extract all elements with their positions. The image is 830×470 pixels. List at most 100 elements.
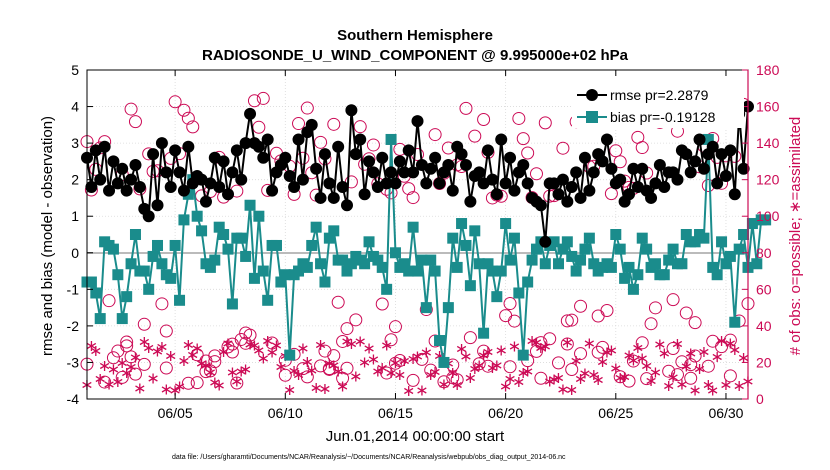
- y-left-tick-label: 4: [71, 99, 79, 115]
- obs-assimilated-marker: ∗: [459, 346, 472, 365]
- obs-assimilated-marker: ∗: [719, 375, 732, 394]
- rmse-point: [711, 177, 724, 190]
- obs-possible-marker: [168, 95, 182, 109]
- obs-assimilated-marker: ∗: [627, 351, 640, 370]
- obs-possible-marker: [292, 117, 306, 131]
- bias-point: [156, 258, 168, 270]
- obs-assimilated-marker: ∗: [600, 343, 613, 362]
- x-tick-label: 06/05: [158, 405, 193, 421]
- obs-assimilated-marker: ∗: [728, 340, 741, 359]
- obs-possible-marker: [203, 364, 217, 378]
- rmse-point: [424, 162, 437, 175]
- obs-possible-marker: [375, 297, 389, 311]
- obs-assimilated-marker: ∗: [481, 342, 494, 361]
- bias-point: [301, 261, 313, 273]
- rmse-point: [376, 151, 389, 164]
- rmse-point: [222, 188, 235, 201]
- obs-assimilated-marker: ∗: [257, 348, 270, 367]
- obs-assimilated-marker: ∗: [367, 350, 380, 369]
- obs-assimilated-marker: ∗: [706, 381, 719, 400]
- rmse-point: [261, 133, 274, 146]
- bias-point: [698, 232, 710, 244]
- obs-assimilated-marker: ∗: [151, 342, 164, 361]
- rmse-point: [116, 162, 129, 175]
- rmse-point: [296, 173, 309, 186]
- obs-possible-marker: [128, 367, 142, 381]
- bias-point: [165, 272, 177, 284]
- bias-point: [526, 254, 538, 266]
- rmse-point: [623, 188, 636, 201]
- rmse-point: [235, 173, 248, 186]
- rmse-point: [155, 137, 168, 150]
- bias-point: [191, 210, 203, 222]
- obs-possible-marker: [120, 339, 134, 353]
- obs-assimilated-marker: ∗: [168, 381, 181, 400]
- obs-possible-marker: [481, 359, 495, 373]
- obs-possible-marker: [243, 328, 257, 342]
- rmse-point: [561, 195, 574, 208]
- bias-point: [500, 218, 512, 230]
- bias-point: [381, 283, 393, 295]
- obs-assimilated-marker: ∗: [138, 332, 151, 351]
- bias-point: [623, 261, 635, 273]
- bias-point: [438, 356, 450, 368]
- obs-possible-marker: [450, 373, 464, 387]
- obs-assimilated-marker: ∗: [547, 369, 560, 388]
- bias-point: [667, 243, 679, 255]
- rmse-point: [266, 184, 279, 197]
- obs-possible-marker: [318, 344, 332, 358]
- obs-assimilated-marker: ∗: [177, 351, 190, 370]
- bias-point: [539, 258, 551, 270]
- bias-point: [152, 239, 164, 251]
- obs-possible-marker: [684, 371, 698, 385]
- bias-point: [720, 258, 732, 270]
- bias-point: [420, 302, 432, 314]
- obs-possible-marker: [115, 370, 129, 384]
- bias-point: [738, 229, 750, 240]
- y-left-tick-label: -2: [67, 318, 80, 334]
- obs-assimilated-marker: ∗: [314, 335, 327, 354]
- rmse-point: [103, 184, 116, 197]
- rmse-point: [671, 173, 684, 186]
- bias-point: [385, 133, 397, 145]
- obs-assimilated-marker: ∗: [561, 332, 574, 351]
- bias-point: [293, 265, 305, 277]
- obs-possible-marker: [468, 129, 482, 143]
- rmse-point: [565, 180, 578, 193]
- bias-point: [306, 239, 318, 251]
- bias-point: [689, 236, 701, 248]
- footnote: data file: /Users/gharamti/Documents/NCA…: [172, 454, 566, 461]
- obs-assimilated-marker: ∗: [556, 379, 569, 398]
- rmse-point: [288, 180, 301, 193]
- rmse-point: [499, 177, 512, 190]
- obs-assimilated-marker: ∗: [133, 378, 146, 397]
- obs-possible-marker: [626, 354, 640, 368]
- obs-assimilated-marker: ∗: [398, 351, 411, 370]
- obs-assimilated-marker: ∗: [349, 367, 362, 386]
- obs-possible-marker: [208, 349, 222, 363]
- obs-assimilated-marker: ∗: [675, 375, 688, 394]
- rmse-point: [464, 195, 477, 208]
- obs-possible-marker: [648, 301, 662, 315]
- bias-point: [548, 236, 560, 248]
- bias-point: [495, 265, 507, 277]
- bias-point: [226, 298, 238, 310]
- rmse-point: [658, 180, 671, 193]
- bias-point: [716, 236, 728, 248]
- obs-assimilated-marker: ∗: [362, 339, 375, 358]
- obs-possible-marker: [666, 293, 680, 307]
- obs-assimilated-marker: ∗: [490, 355, 503, 374]
- bias-point: [337, 254, 349, 266]
- obs-possible-marker: [199, 365, 213, 379]
- obs-assimilated-marker: ∗: [415, 381, 428, 400]
- obs-assimilated-marker: ∗: [243, 334, 256, 353]
- y-right-tick-label: 160: [756, 99, 780, 115]
- x-tick-label: 06/15: [378, 405, 413, 421]
- bias-point: [724, 250, 736, 262]
- rmse-point: [142, 210, 155, 223]
- bias-point: [486, 265, 498, 277]
- obs-assimilated-marker: ∗: [649, 363, 662, 382]
- rmse-point: [230, 144, 243, 157]
- bias-point: [376, 261, 388, 273]
- bias-point: [733, 243, 745, 255]
